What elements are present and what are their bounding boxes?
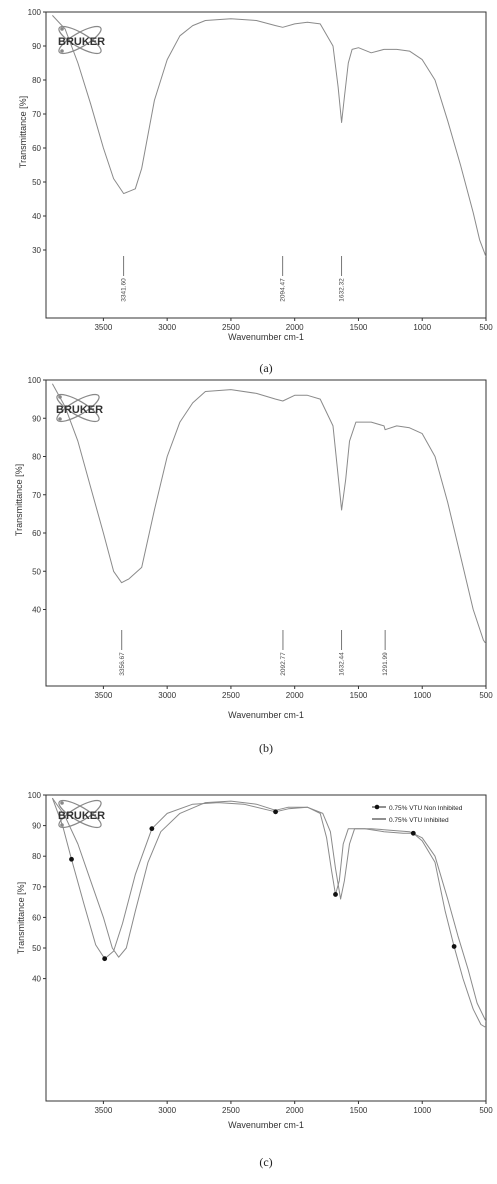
y-tick-label: 100 — [28, 376, 42, 385]
peak-label: 1632.32 — [339, 278, 346, 302]
series-marker — [69, 856, 74, 862]
atom-orbit-icon — [58, 799, 102, 829]
y-tick-label: 30 — [32, 246, 41, 255]
logo-text: BRUKER — [58, 36, 105, 48]
x-tick-label: 1000 — [413, 691, 431, 700]
y-tick-label: 50 — [32, 944, 41, 953]
x-tick-label: 1500 — [350, 1106, 368, 1115]
x-tick-label: 3500 — [94, 1106, 112, 1115]
atom-dot-icon — [58, 395, 62, 399]
y-tick-label: 90 — [32, 42, 41, 51]
atom-orbit-icon — [56, 393, 100, 423]
panel-c-legend: 0.75% VTU Non Inhibited 0.75% VTU Inhibi… — [372, 804, 463, 824]
bruker-logo: BRUKER — [58, 799, 105, 829]
y-tick-label: 40 — [32, 212, 41, 221]
y-tick-label: 100 — [28, 8, 42, 17]
atom-orbit-icon — [58, 25, 102, 55]
series-line-1 — [51, 383, 486, 645]
x-tick-label: 3000 — [158, 691, 176, 700]
peak-label: 3341.60 — [121, 278, 128, 302]
y-tick-label: 40 — [32, 606, 41, 615]
panel-b-label: (b) — [259, 741, 273, 755]
x-tick-label: 1500 — [350, 323, 368, 332]
x-tick-label: 500 — [479, 691, 493, 700]
y-tick-label: 70 — [32, 491, 41, 500]
x-tick-label: 2500 — [222, 323, 240, 332]
series-marker — [102, 956, 108, 962]
y-tick-label: 100 — [28, 791, 42, 800]
panel-c-ylabel: Transmittance [%] — [16, 882, 26, 954]
legend-marker-non-inhibited — [374, 804, 380, 810]
atom-dot-icon — [60, 823, 64, 827]
atom-dot-icon — [60, 49, 64, 53]
x-tick-label: 2000 — [286, 323, 304, 332]
peak-label: 2092.77 — [280, 652, 287, 676]
x-tick-label: 3500 — [94, 323, 112, 332]
x-tick-label: 2500 — [222, 691, 240, 700]
x-tick-label: 3500 — [94, 691, 112, 700]
atom-orbit-icon — [56, 393, 100, 423]
bruker-logo: BRUKER — [58, 25, 105, 55]
peak-label: 1291.99 — [382, 652, 389, 676]
bruker-logo: BRUKER — [56, 393, 103, 423]
y-tick-label: 50 — [32, 178, 41, 187]
x-tick-label: 2000 — [286, 691, 304, 700]
y-tick-label: 60 — [32, 529, 41, 538]
panel-a-ylabel: Transmittance [%] — [18, 96, 28, 168]
y-tick-label: 60 — [32, 913, 41, 922]
panel-b: 3500 3000 2500 2000 1500 1000 500 40 50 60 70 80 90 1… — [14, 376, 493, 755]
panel-a-label: (a) — [259, 361, 272, 375]
y-tick-label: 70 — [32, 883, 41, 892]
panel-a-frame — [45, 11, 487, 319]
y-tick-label: 90 — [32, 414, 41, 423]
peak-label: 2094.47 — [280, 278, 287, 302]
panel-b-frame — [45, 379, 487, 687]
y-tick-label: 70 — [32, 110, 41, 119]
series-marker — [273, 809, 278, 815]
panel-c: 3500 3000 2500 2000 1500 1000 500 40 50 60 70 80 90 1… — [16, 791, 493, 1169]
atom-dot-icon — [58, 417, 62, 421]
x-tick-label: 2000 — [286, 1106, 304, 1115]
panel-b-xlabel: Wavenumber cm-1 — [228, 710, 304, 720]
x-tick-label: 1500 — [350, 691, 368, 700]
x-tick-label: 2500 — [222, 1106, 240, 1115]
atom-orbit-icon — [58, 799, 102, 829]
series-marker — [149, 826, 155, 832]
series-line-1 — [51, 797, 486, 1029]
panel-a: 3500 3000 2500 2000 1500 1000 500 30 40 50 60 70 80 9… — [18, 8, 493, 375]
y-tick-label: 80 — [32, 453, 41, 462]
atom-dot-icon — [60, 27, 64, 31]
x-tick-label: 500 — [479, 1106, 493, 1115]
x-tick-label: 500 — [479, 323, 493, 332]
series-line-1 — [52, 15, 486, 257]
peak-label: 3356.67 — [119, 652, 126, 676]
atom-dot-icon — [60, 801, 64, 805]
y-tick-label: 80 — [32, 852, 41, 861]
series-line-2 — [51, 797, 486, 1022]
panel-b-ylabel: Transmittance [%] — [14, 464, 24, 536]
legend-label-inhibited: 0.75% VTU Inhibited — [389, 817, 449, 824]
panel-a-xlabel: Wavenumber cm-1 — [228, 332, 304, 342]
series-marker — [333, 892, 338, 897]
series-marker — [451, 944, 457, 949]
y-tick-label: 80 — [32, 76, 41, 85]
x-tick-label: 1000 — [413, 323, 431, 332]
peak-label: 1632.44 — [339, 652, 346, 676]
x-tick-label: 1000 — [413, 1106, 431, 1115]
y-tick-label: 60 — [32, 144, 41, 153]
y-tick-label: 50 — [32, 567, 41, 576]
y-tick-label: 90 — [32, 822, 41, 831]
x-tick-label: 3000 — [158, 1106, 176, 1115]
panel-c-xlabel: Wavenumber cm-1 — [228, 1120, 304, 1130]
atom-orbit-icon — [58, 25, 102, 55]
legend-label-non-inhibited: 0.75% VTU Non Inhibited — [389, 805, 463, 812]
series-marker — [410, 830, 416, 836]
y-tick-label: 40 — [32, 975, 41, 984]
x-tick-label: 3000 — [158, 323, 176, 332]
logo-text: BRUKER — [58, 810, 105, 822]
logo-text: BRUKER — [56, 404, 103, 416]
panel-c-label: (c) — [259, 1155, 272, 1169]
